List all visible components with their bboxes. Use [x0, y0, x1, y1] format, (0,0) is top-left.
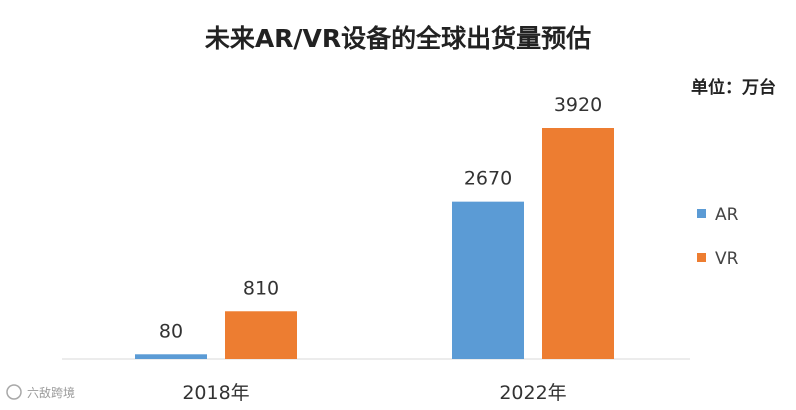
bar-ar-1: [452, 201, 524, 359]
category-labels-layer: 2018年 2022年: [182, 382, 566, 404]
data-label-vr-0: 810: [243, 277, 279, 299]
data-labels-layer: 80 810 2670 3920: [159, 94, 602, 342]
bar-vr-1: [542, 128, 614, 359]
legend-label-vr: VR: [715, 249, 739, 269]
category-label-1: 2022年: [499, 382, 566, 404]
category-label-0: 2018年: [182, 382, 249, 404]
bars-layer: [135, 128, 614, 359]
watermark-text: 六敌跨境: [27, 385, 75, 400]
legend-swatch-vr: [697, 253, 706, 262]
bar-vr-0: [225, 311, 297, 359]
chart-title: 未来AR/VR设备的全球出货量预估: [205, 24, 591, 53]
data-label-ar-1: 2670: [464, 168, 512, 190]
data-label-ar-0: 80: [159, 320, 183, 342]
watermark-logo-icon: [6, 384, 22, 400]
legend-label-ar: AR: [715, 205, 739, 225]
legend-swatch-ar: [697, 209, 706, 218]
unit-label: 单位：万台: [691, 77, 776, 98]
watermark: 六敌跨境: [6, 384, 75, 400]
data-label-vr-1: 3920: [554, 94, 602, 116]
legend: AR VR: [697, 205, 739, 269]
bar-ar-0: [135, 354, 207, 359]
